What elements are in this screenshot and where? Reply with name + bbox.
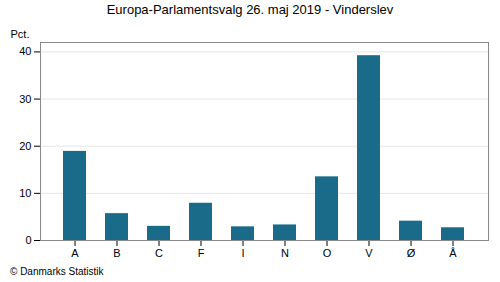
svg-text:V: V <box>365 247 373 259</box>
svg-text:A: A <box>71 247 79 259</box>
svg-text:10: 10 <box>19 187 31 199</box>
svg-text:N: N <box>281 247 289 259</box>
svg-text:I: I <box>241 247 244 259</box>
html-text:Europa-Parlamentsvalg 26. maj: Europa-Parlamentsvalg 26. maj 2019 - Vin… <box>106 2 394 17</box>
svg-text:Pct.: Pct. <box>11 28 30 40</box>
svg-text:B: B <box>113 247 120 259</box>
svg-text:Ø: Ø <box>407 247 416 259</box>
svg-text:F: F <box>198 247 205 259</box>
svg-text:20: 20 <box>19 140 31 152</box>
svg-text:C: C <box>155 247 163 259</box>
svg-text:30: 30 <box>19 93 31 105</box>
html-text:© Danmarks Statistik: © Danmarks Statistik <box>10 266 104 277</box>
svg-text:Å: Å <box>449 247 457 259</box>
svg-text:O: O <box>323 247 332 259</box>
svg-text:0: 0 <box>25 234 31 246</box>
svg-text:40: 40 <box>19 45 31 57</box>
